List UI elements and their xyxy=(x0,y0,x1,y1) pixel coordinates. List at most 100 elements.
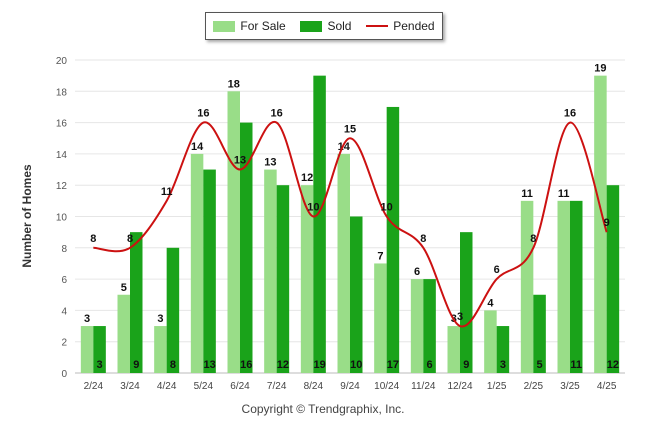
bar-for-sale xyxy=(80,326,94,373)
bar-sold xyxy=(166,247,180,373)
y-tick-label: 6 xyxy=(61,275,67,286)
legend-label-pended: Pended xyxy=(393,19,435,33)
x-tick-label: 8/24 xyxy=(304,381,324,392)
data-label-for-sale: 11 xyxy=(521,188,533,200)
bar-sold xyxy=(533,294,546,373)
bar-for-sale xyxy=(117,294,130,373)
data-label-for-sale: 13 xyxy=(264,157,276,169)
x-tick-label: 7/24 xyxy=(267,381,287,392)
y-axis-label: Number of Homes xyxy=(20,164,34,268)
legend-swatch-sold xyxy=(300,20,323,32)
x-tick-label: 2/25 xyxy=(524,381,544,392)
data-label-pended: 16 xyxy=(271,108,283,120)
data-label-for-sale: 19 xyxy=(594,63,606,75)
data-label-for-sale: 18 xyxy=(228,78,240,90)
data-label-pended: 16 xyxy=(564,108,576,120)
bar-sold xyxy=(350,216,363,373)
data-label-sold: 3 xyxy=(500,359,506,371)
legend-item-sold: Sold xyxy=(300,19,351,33)
data-label-for-sale: 11 xyxy=(558,188,570,200)
legend-item-pended: Pended xyxy=(366,19,435,33)
x-tick-label: 4/24 xyxy=(157,381,177,392)
bar-for-sale xyxy=(594,75,607,374)
legend-label-sold: Sold xyxy=(327,19,352,33)
y-tick-label: 16 xyxy=(56,119,68,130)
data-label-for-sale: 6 xyxy=(414,266,420,278)
data-label-sold: 11 xyxy=(570,359,582,371)
data-label-pended: 15 xyxy=(344,123,356,135)
y-tick-label: 2 xyxy=(61,338,67,349)
legend-item-for-sale: For Sale xyxy=(213,19,286,33)
bar-sold xyxy=(386,106,400,373)
bar-for-sale xyxy=(337,153,350,373)
y-tick-label: 8 xyxy=(61,244,67,255)
data-label-sold: 12 xyxy=(277,359,289,371)
data-label-sold: 19 xyxy=(313,359,325,371)
y-tick-label: 0 xyxy=(61,369,67,380)
data-label-sold: 13 xyxy=(203,359,215,371)
legend-label-for-sale: For Sale xyxy=(240,19,286,33)
bar-sold xyxy=(606,185,620,373)
x-tick-label: 11/24 xyxy=(411,381,436,392)
bar-for-sale xyxy=(190,153,204,373)
line-pended xyxy=(93,121,608,328)
bar-for-sale xyxy=(447,326,460,373)
data-label-sold: 16 xyxy=(240,359,252,371)
data-label-sold: 9 xyxy=(133,359,139,371)
bar-sold xyxy=(570,200,583,373)
bar-for-sale xyxy=(484,310,497,373)
data-label-for-sale: 7 xyxy=(377,250,383,262)
data-label-for-sale: 3 xyxy=(84,313,90,325)
legend-swatch-for-sale xyxy=(213,20,236,32)
data-label-pended: 10 xyxy=(307,202,319,214)
data-label-pended: 8 xyxy=(90,233,96,245)
x-tick-label: 2/24 xyxy=(84,381,104,392)
data-label-pended: 11 xyxy=(161,186,173,198)
data-label-pended: 13 xyxy=(234,155,246,167)
bar-for-sale xyxy=(520,200,534,373)
x-tick-label: 5/24 xyxy=(194,381,214,392)
legend: For Sale Sold Pended xyxy=(205,12,443,40)
copyright: Copyright © Trendgraphix, Inc. xyxy=(241,402,405,416)
bar-for-sale xyxy=(557,200,570,373)
x-tick-label: 12/24 xyxy=(447,381,472,392)
data-label-pended: 6 xyxy=(494,264,500,276)
y-tick-label: 18 xyxy=(56,87,68,98)
y-tick-label: 4 xyxy=(61,306,67,317)
bar-for-sale xyxy=(264,169,277,373)
legend-swatch-pended xyxy=(366,25,389,27)
data-label-sold: 10 xyxy=(350,359,362,371)
x-tick-label: 3/25 xyxy=(560,381,580,392)
data-label-for-sale: 3 xyxy=(157,313,163,325)
data-label-sold: 8 xyxy=(170,359,176,371)
data-label-for-sale: 14 xyxy=(191,141,204,153)
data-label-pended: 3 xyxy=(457,311,463,323)
data-label-pended: 9 xyxy=(604,217,610,229)
x-tick-label: 3/24 xyxy=(120,381,140,392)
y-tick-label: 12 xyxy=(56,181,68,192)
data-label-pended: 10 xyxy=(381,202,393,214)
bar-sold xyxy=(460,232,473,373)
bar-sold xyxy=(496,326,510,373)
x-tick-label: 4/25 xyxy=(597,381,617,392)
bar-sold xyxy=(423,279,436,373)
data-label-pended: 8 xyxy=(127,233,133,245)
data-label-pended: 16 xyxy=(197,108,209,120)
data-label-sold: 3 xyxy=(97,359,103,371)
data-label-for-sale: 5 xyxy=(121,282,127,294)
bar-sold xyxy=(93,326,106,373)
data-label-for-sale: 4 xyxy=(487,297,494,309)
bar-sold xyxy=(203,169,216,373)
bar-sold xyxy=(276,185,290,373)
data-label-pended: 8 xyxy=(420,233,426,245)
bar-for-sale xyxy=(300,185,314,373)
bar-for-sale xyxy=(374,263,387,373)
bar-for-sale xyxy=(410,279,424,373)
bar-sold xyxy=(313,75,326,374)
x-tick-label: 6/24 xyxy=(230,381,250,392)
bar-for-sale xyxy=(227,91,240,374)
bar-for-sale xyxy=(154,326,167,373)
x-tick-label: 10/24 xyxy=(374,381,399,392)
data-label-sold: 5 xyxy=(537,359,543,371)
